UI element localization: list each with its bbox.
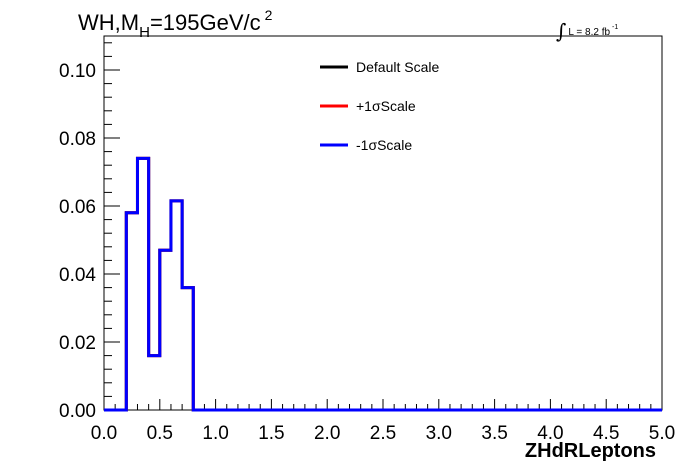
y-tick-label: 0.02 xyxy=(59,333,96,354)
x-tick-label: 1.0 xyxy=(202,423,228,444)
x-tick-label: 4.5 xyxy=(593,423,619,444)
x-tick-label: 3.0 xyxy=(426,423,452,444)
x-tick-label: 0.0 xyxy=(91,423,117,444)
luminosity-label: ∫ L = 8.2 fb -1 xyxy=(556,19,619,43)
series-line-0 xyxy=(104,156,662,412)
y-tick-label: 0.06 xyxy=(59,197,96,218)
plot-frame xyxy=(103,35,663,411)
x-tick-label: 0.5 xyxy=(147,423,173,444)
legend-label-minus: -1σScale xyxy=(356,137,413,153)
y-tick-label: 0.04 xyxy=(59,265,96,286)
y-tick-label: 0.10 xyxy=(59,61,96,82)
x-tick-label: 5.0 xyxy=(649,423,675,444)
x-tick-label: 3.5 xyxy=(481,423,507,444)
chart-title: WH,MH=195GeV/c 2 xyxy=(78,7,273,41)
series-line-1 xyxy=(104,156,662,412)
x-tick-label: 2.5 xyxy=(370,423,396,444)
legend-label-default: Default Scale xyxy=(356,59,440,75)
series-line-2 xyxy=(104,156,662,412)
x-tick-label: 2.0 xyxy=(314,423,340,444)
x-tick-label: 1.5 xyxy=(258,423,284,444)
x-axis-label: ZHdRLeptons xyxy=(524,440,656,462)
x-tick-label: 4.0 xyxy=(537,423,563,444)
y-tick-label: 0.00 xyxy=(59,401,96,422)
legend-label-plus: +1σScale xyxy=(356,98,416,114)
y-tick-label: 0.08 xyxy=(59,129,96,150)
